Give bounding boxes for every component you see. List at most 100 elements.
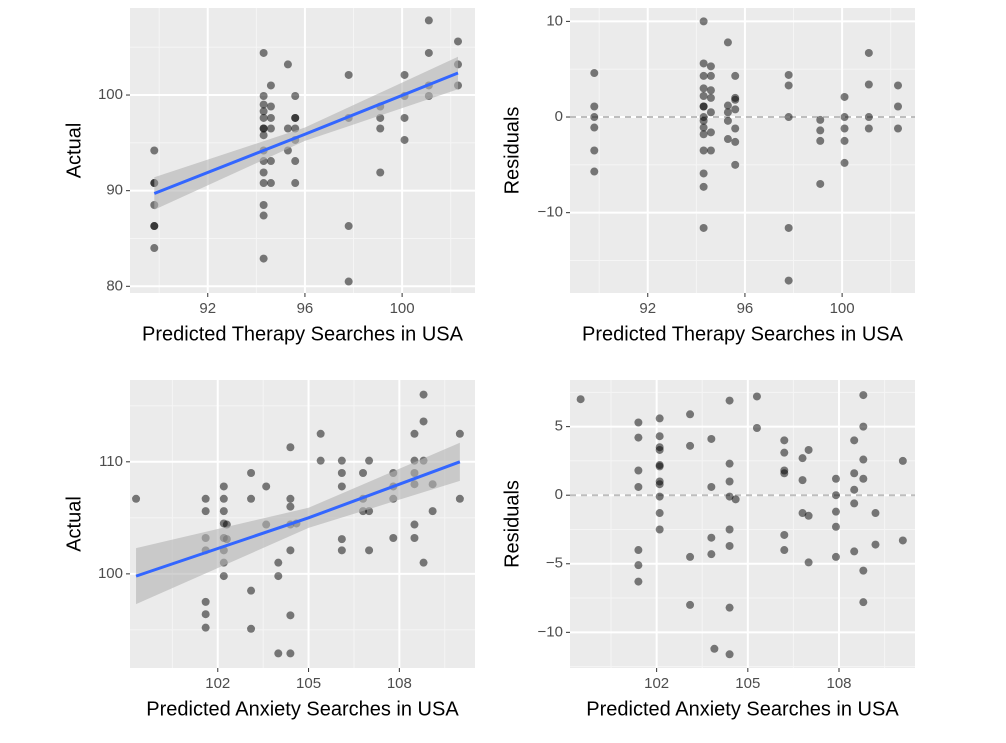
point [266,102,275,111]
point [274,649,283,658]
point [259,179,268,188]
y-tick-label: −10 [538,623,563,640]
point [410,520,419,529]
point [725,650,734,659]
point [859,455,868,464]
point [286,611,295,620]
point [655,445,664,454]
point [337,456,346,465]
point [410,429,419,438]
point [893,102,902,111]
point [784,276,793,285]
point [840,136,849,145]
point [655,480,664,489]
point [840,113,849,122]
point [344,222,353,231]
point [419,417,428,426]
point [247,469,256,478]
point [266,157,275,166]
point [850,485,859,494]
point [259,91,268,100]
point [780,436,789,445]
point [859,474,868,483]
point [389,534,398,543]
y-tick-label: 110 [99,453,123,470]
point [798,454,807,463]
x-tick-label: 102 [644,675,669,692]
point [201,507,210,516]
y-tick-label: 0 [555,486,563,503]
point [707,434,716,443]
point [831,474,840,483]
point [723,108,732,117]
point [259,168,268,177]
point [286,443,295,452]
point [699,91,708,100]
point [725,603,734,612]
point [725,492,734,501]
point [706,108,715,117]
point [723,101,732,110]
point [337,546,346,555]
point [784,81,793,90]
point [816,179,825,188]
point [424,16,433,25]
point [316,429,325,438]
point [780,546,789,555]
point [400,113,409,122]
panel: 102 105 108 100 110 Predicted Anxiety Searche… [63,380,475,720]
point [410,534,419,543]
point [710,644,719,653]
point [699,182,708,191]
fit-line [135,460,461,578]
point [731,137,740,146]
point [699,84,708,93]
point [706,71,715,80]
point [259,131,268,140]
point [804,511,813,520]
point [850,436,859,445]
point [898,456,907,465]
point [804,445,813,454]
point [893,81,902,90]
point [634,577,643,586]
point [259,100,268,109]
point [201,597,210,606]
point [455,494,464,503]
point [864,80,873,89]
panel: 102 105 108 −10 −5 0 5 Predicted Anxiety Search… [501,380,915,720]
plot-background [570,380,915,668]
point [291,91,300,100]
point [634,561,643,570]
point [150,146,159,155]
plot-background [130,8,475,293]
y-axis-title: Residuals [501,107,523,195]
point [344,70,353,79]
y-tick-label: 80 [106,277,123,294]
point [699,17,708,26]
point [655,509,664,518]
x-tick-label: 108 [387,675,412,692]
point [898,536,907,545]
point [831,507,840,516]
point [262,482,271,491]
point [723,135,732,144]
point [634,546,643,555]
x-axis-title: Predicted Anxiety Searches in USA [586,698,899,720]
point [707,482,716,491]
point [259,48,268,57]
point [859,566,868,575]
point [219,482,228,491]
point [286,649,295,658]
point [201,610,210,619]
point [864,124,873,133]
point [337,535,346,544]
point [893,124,902,133]
point [634,418,643,427]
point [266,124,275,133]
point [266,81,275,90]
x-tick-label: 105 [296,675,321,692]
point [259,107,268,116]
y-tick-label: 0 [555,108,563,125]
